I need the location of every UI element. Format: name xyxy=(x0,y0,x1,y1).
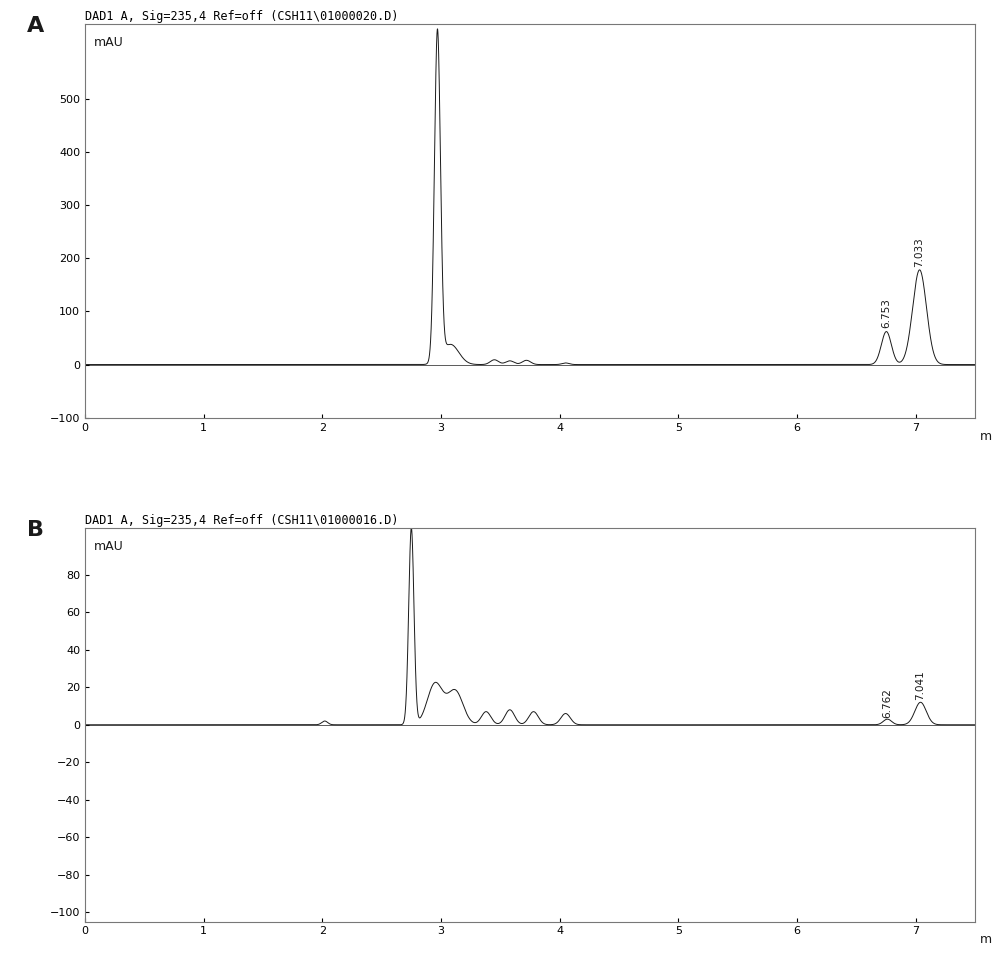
Text: DAD1 A, Sig=235,4 Ref=off (CSH11\01000020.D): DAD1 A, Sig=235,4 Ref=off (CSH11\0100002… xyxy=(85,10,398,23)
Text: 7.033: 7.033 xyxy=(915,237,925,266)
Text: mAU: mAU xyxy=(94,539,124,553)
Text: m: m xyxy=(979,933,992,947)
Text: DAD1 A, Sig=235,4 Ref=off (CSH11\01000016.D): DAD1 A, Sig=235,4 Ref=off (CSH11\0100001… xyxy=(85,513,398,527)
Text: 7.041: 7.041 xyxy=(916,671,926,701)
Text: A: A xyxy=(27,16,44,37)
Text: m: m xyxy=(979,429,992,443)
Text: 6.762: 6.762 xyxy=(882,688,892,718)
Text: mAU: mAU xyxy=(94,36,124,49)
Text: 6.753: 6.753 xyxy=(881,298,891,328)
Text: B: B xyxy=(27,520,44,540)
